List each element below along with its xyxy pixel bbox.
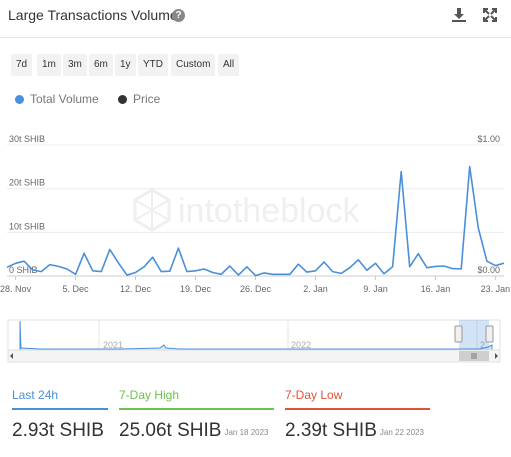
legend-dot-price bbox=[118, 95, 127, 104]
stat-label: Last 24h bbox=[12, 388, 59, 402]
grid-lines bbox=[7, 144, 504, 233]
stat-value: 25.06t SHIB Jan 18 2023 bbox=[119, 420, 269, 441]
navigator-handle-left[interactable] bbox=[454, 325, 463, 343]
range-custom-button[interactable]: Custom bbox=[171, 54, 216, 76]
range-1y-button[interactable]: 1y bbox=[115, 54, 136, 76]
x-tick-label: 5. Dec bbox=[63, 284, 90, 294]
navigator-frame bbox=[7, 319, 501, 351]
navigator-label-2021: 2021 bbox=[103, 340, 123, 350]
navigator-scrollbar[interactable] bbox=[7, 349, 501, 363]
y-axis-left: 0 SHIB 10t SHIB 20t SHIB 30t SHIB bbox=[9, 134, 45, 275]
series-total-volume-line bbox=[6, 165, 505, 277]
scroll-left-icon[interactable] bbox=[10, 353, 13, 359]
legend-dot-total-volume bbox=[15, 95, 24, 104]
stat-bar bbox=[285, 408, 430, 410]
navigator-handle-right[interactable] bbox=[485, 325, 494, 343]
x-tick-label: 9. Jan bbox=[363, 284, 388, 294]
stat-7day-high: 7-Day High 25.06t SHIB Jan 18 2023 bbox=[119, 388, 274, 442]
range-all-button[interactable]: All bbox=[218, 54, 240, 76]
stat-7day-low: 7-Day Low 2.39t SHIB Jan 22 2023 bbox=[285, 388, 430, 442]
legend-item-total-volume[interactable]: Total Volume bbox=[15, 92, 99, 106]
stat-date: Jan 22 2023 bbox=[379, 428, 424, 437]
x-tick-label: 26. Dec bbox=[240, 284, 272, 294]
watermark-logo: intotheblock bbox=[133, 188, 360, 232]
chart-header: Large Transactions Volume ? bbox=[0, 0, 511, 38]
y-right-tick-label: $0.00 bbox=[477, 265, 500, 275]
y-tick-label: 0 SHIB bbox=[9, 265, 38, 275]
legend-item-price[interactable]: Price bbox=[118, 92, 160, 106]
legend-label-price: Price bbox=[133, 92, 161, 106]
stat-label: 7-Day Low bbox=[285, 388, 343, 402]
x-tick-label: 16. Jan bbox=[421, 284, 451, 294]
question-circle-icon[interactable]: ? bbox=[172, 9, 185, 22]
stat-last-24h: Last 24h 2.93t SHIB bbox=[12, 388, 108, 442]
expand-icon[interactable] bbox=[481, 6, 499, 24]
x-tick-label: 19. Dec bbox=[180, 284, 212, 294]
scroll-right-icon[interactable] bbox=[495, 353, 498, 359]
grip-icon bbox=[471, 353, 477, 359]
main-chart[interactable]: intotheblock 0 SHIB 10t SHIB 20t SHIB 30t S… bbox=[0, 130, 511, 305]
x-axis: 28. Nov 5. Dec 12. Dec 19. Dec 26. Dec 2. Jan… bbox=[0, 275, 511, 294]
x-tick-label: 12. Dec bbox=[120, 284, 152, 294]
x-tick-label: 2. Jan bbox=[303, 284, 328, 294]
range-ytd-button[interactable]: YTD bbox=[138, 54, 168, 76]
chart-title: Large Transactions Volume bbox=[8, 7, 178, 23]
y-right-tick-label: $1.00 bbox=[477, 134, 500, 144]
stats-row: Last 24h 2.93t SHIB 7-Day High 25.06t SH… bbox=[0, 388, 511, 457]
range-1m-button[interactable]: 1m bbox=[37, 54, 61, 76]
range-navigator[interactable]: 2021 2022 2... bbox=[0, 316, 511, 366]
y-tick-label: 20t SHIB bbox=[9, 178, 45, 188]
y-tick-label: 30t SHIB bbox=[9, 134, 45, 144]
range-7d-button[interactable]: 7d bbox=[11, 54, 33, 76]
y-tick-label: 10t SHIB bbox=[9, 221, 45, 231]
stat-bar bbox=[12, 408, 108, 410]
watermark-text: intotheblock bbox=[178, 192, 360, 230]
stat-bar bbox=[119, 408, 274, 410]
x-tick-label: 23. Jan bbox=[481, 284, 511, 294]
series-layer bbox=[6, 165, 505, 277]
y-axis-right: $0.00 $1.00 bbox=[477, 134, 500, 275]
navigator-label-2023: 2... bbox=[480, 340, 493, 350]
stat-label: 7-Day High bbox=[119, 388, 180, 402]
legend-label-total-volume: Total Volume bbox=[30, 92, 99, 106]
navigator-series bbox=[19, 320, 493, 351]
stat-value: 2.93t SHIB bbox=[12, 420, 104, 441]
download-icon[interactable] bbox=[450, 6, 468, 24]
navigator-selection bbox=[459, 320, 489, 350]
x-tick-label: 28. Nov bbox=[0, 284, 32, 294]
range-6m-button[interactable]: 6m bbox=[89, 54, 113, 76]
stat-date: Jan 18 2023 bbox=[224, 428, 269, 437]
navigator-label-2022: 2022 bbox=[291, 340, 311, 350]
range-3m-button[interactable]: 3m bbox=[63, 54, 87, 76]
stat-value: 2.39t SHIB Jan 22 2023 bbox=[285, 420, 424, 441]
